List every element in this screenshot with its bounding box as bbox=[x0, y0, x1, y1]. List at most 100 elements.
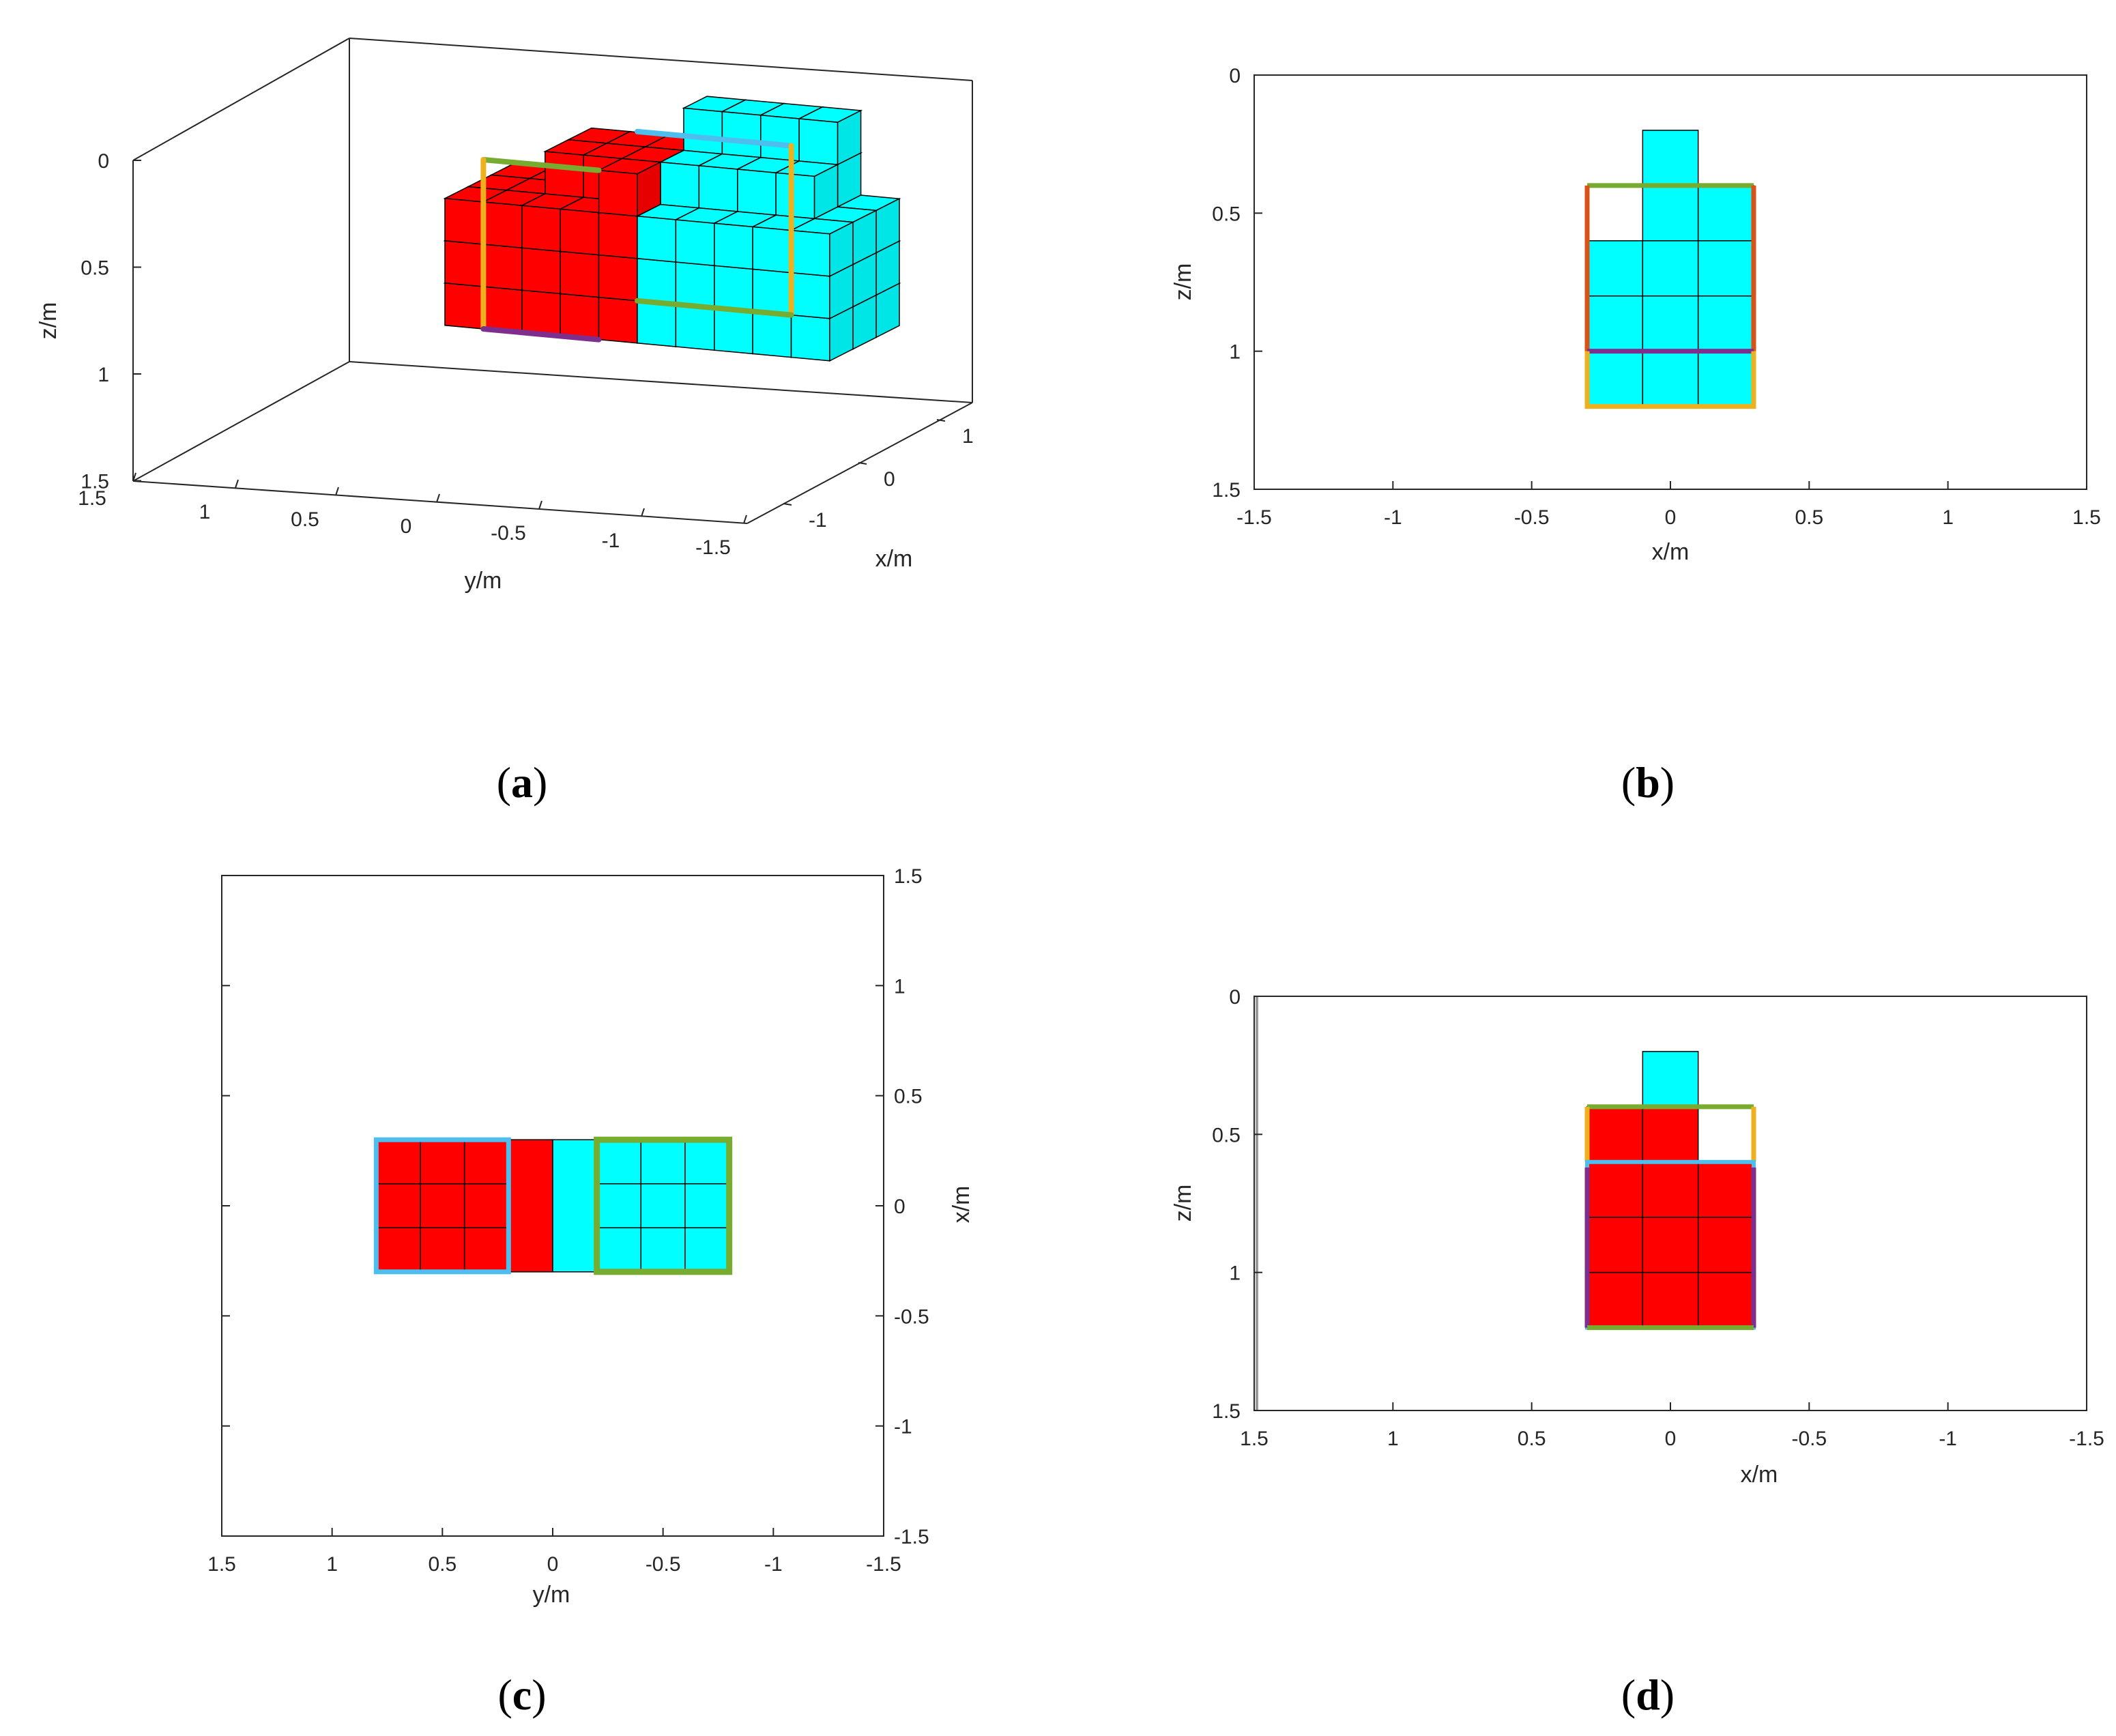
voxel-front-cyan bbox=[752, 310, 792, 358]
voxel-front-cyan bbox=[714, 307, 753, 355]
x-tick-label: 1.5 bbox=[1240, 1428, 1269, 1450]
y-tick-label: 1 bbox=[894, 975, 905, 998]
x-tick-label: 1.5 bbox=[207, 1553, 236, 1576]
voxel-cell-red bbox=[463, 1139, 510, 1185]
x-tick-label: 0.5 bbox=[1795, 506, 1823, 529]
y-tick-label: 1.5 bbox=[1212, 1400, 1241, 1423]
voxel-front-red bbox=[444, 282, 484, 330]
voxel-side-cyan bbox=[829, 221, 854, 278]
voxel-cell-cyan bbox=[684, 1139, 730, 1185]
voxel-cell-red bbox=[1586, 1161, 1644, 1218]
x-tick-label: -1.5 bbox=[1236, 506, 1272, 529]
voxel-cells-d bbox=[1586, 1051, 1754, 1329]
voxel-front-red bbox=[560, 293, 600, 341]
x-tick-label: 1 bbox=[1387, 1428, 1399, 1450]
y-tick-mark bbox=[641, 508, 645, 517]
voxel-cell-red bbox=[1697, 1271, 1754, 1329]
y-tick-label: 1.5 bbox=[78, 487, 106, 510]
y-tick-label: 1.5 bbox=[1212, 479, 1241, 502]
panel-d: 1.5 1 0.5 0 -0.5 -1 -1.5 0 0.5 1 1.5 x/m z/m bbox=[1170, 986, 2104, 1488]
x-ticks-c: 1.5 1 0.5 0 -0.5 -1 -1.5 bbox=[207, 1528, 901, 1576]
voxel-front-red bbox=[560, 208, 600, 256]
y-tick-mark bbox=[436, 493, 440, 503]
voxel-front-cyan bbox=[790, 229, 830, 277]
voxel-front-red bbox=[598, 212, 638, 259]
y-tick-label: 1 bbox=[1229, 341, 1241, 364]
caption-d: (d) bbox=[1621, 1670, 1675, 1719]
voxel-cell bbox=[1697, 185, 1754, 242]
voxel-cell-red bbox=[508, 1139, 553, 1273]
x-tick-label: -1.5 bbox=[866, 1553, 901, 1576]
voxel-cell-red bbox=[420, 1227, 465, 1273]
caption-b: (b) bbox=[1621, 758, 1675, 807]
bounding-frames-d bbox=[1584, 1104, 1756, 1331]
voxel-cell-red bbox=[375, 1183, 421, 1229]
voxel-front-cyan bbox=[737, 169, 777, 216]
y-tick-label: 1 bbox=[199, 501, 211, 523]
y-ticks-c: 1.5 1 0.5 0 -0.5 -1 -1.5 bbox=[222, 865, 929, 1548]
voxel-front-red bbox=[482, 201, 523, 249]
voxel-front-cyan bbox=[721, 111, 762, 158]
voxel-cell bbox=[1642, 185, 1699, 242]
y-axis-label-b: z/m bbox=[1170, 263, 1196, 301]
voxel-cell-cyan bbox=[552, 1139, 598, 1273]
z-tick-label: 0 bbox=[98, 150, 109, 173]
frame-green bbox=[594, 1136, 733, 1275]
x-tick-mark bbox=[936, 419, 946, 422]
voxel-cell-red bbox=[375, 1139, 421, 1185]
frame-red-bottom-purple bbox=[480, 326, 602, 343]
voxel-cell-red bbox=[463, 1183, 510, 1229]
voxel-front-cyan bbox=[775, 172, 815, 220]
voxel-cell-cyan bbox=[596, 1183, 642, 1229]
voxel-cell-cyan bbox=[640, 1183, 686, 1229]
y-tick-label: -1 bbox=[602, 530, 620, 552]
x-ticks-3d: 1 0 -1 bbox=[783, 419, 974, 532]
y-tick-label: -1 bbox=[894, 1416, 912, 1438]
y-tick-label: 0 bbox=[894, 1196, 905, 1218]
voxel-cells-b bbox=[1586, 130, 1754, 407]
voxel-cells-c bbox=[375, 1139, 730, 1273]
voxel-front-red bbox=[598, 296, 638, 344]
x-tick-label: -1 bbox=[1384, 506, 1402, 529]
voxel-front-red bbox=[444, 197, 484, 245]
voxel-cell-red bbox=[1642, 1161, 1699, 1218]
voxel-front-red bbox=[598, 254, 638, 302]
z-tick-label: 1.5 bbox=[81, 471, 109, 493]
x-axis-label-c: y/m bbox=[533, 1582, 570, 1608]
x-tick-label: -1.5 bbox=[2069, 1428, 2104, 1450]
x-axis-label-d: x/m bbox=[1741, 1462, 1778, 1488]
y-tick-label: 0 bbox=[1229, 65, 1241, 87]
voxel-front-cyan bbox=[752, 226, 792, 274]
y-tick-label: 0.5 bbox=[291, 508, 319, 531]
voxel-cell-red bbox=[1642, 1271, 1699, 1329]
voxel-cell-cyan bbox=[596, 1227, 642, 1273]
y-ticks-d: 0 0.5 1 1.5 bbox=[1212, 986, 1262, 1423]
y-tick-label: 0.5 bbox=[1212, 203, 1241, 225]
panel-c: 1.5 1 0.5 0 -0.5 -1 -1.5 1.5 1 0.5 0 -0.5 -1 -1.5 y/… bbox=[207, 865, 974, 1608]
y-tick-label: 0 bbox=[1229, 986, 1241, 1009]
x-tick-label: 1.5 bbox=[2072, 506, 2101, 529]
voxel-front-cyan bbox=[660, 161, 700, 209]
voxel-cell-cyan bbox=[640, 1139, 686, 1185]
voxel-front-cyan bbox=[637, 257, 677, 305]
y-tick-mark bbox=[335, 487, 339, 496]
z-ticks-3d: 0 0.5 1 1.5 bbox=[81, 150, 141, 493]
voxel-front-cyan bbox=[790, 314, 830, 362]
voxel-front-cyan bbox=[675, 219, 715, 267]
z-tick-label: 1 bbox=[98, 364, 109, 386]
voxel-front-cyan bbox=[637, 215, 677, 263]
panel-b: -1.5 -1 -0.5 0 0.5 1 1.5 0 0.5 1 1.5 x/m z/m bbox=[1170, 65, 2101, 565]
voxel-cell-red bbox=[1697, 1216, 1754, 1273]
x-axis-label-b: x/m bbox=[1652, 539, 1690, 565]
voxel-cell-cyan bbox=[596, 1139, 642, 1185]
voxel-front-cyan bbox=[675, 304, 715, 351]
voxel-front-red bbox=[444, 240, 484, 287]
x-tick-label: 0 bbox=[884, 468, 895, 491]
y-tick-mark bbox=[132, 472, 136, 482]
x-tick-mark bbox=[858, 462, 867, 465]
voxel-cell-cyan bbox=[684, 1183, 730, 1229]
caption-c: (c) bbox=[497, 1670, 546, 1719]
voxel-cell-red bbox=[420, 1139, 465, 1185]
x-tick-label: 1 bbox=[326, 1553, 338, 1576]
